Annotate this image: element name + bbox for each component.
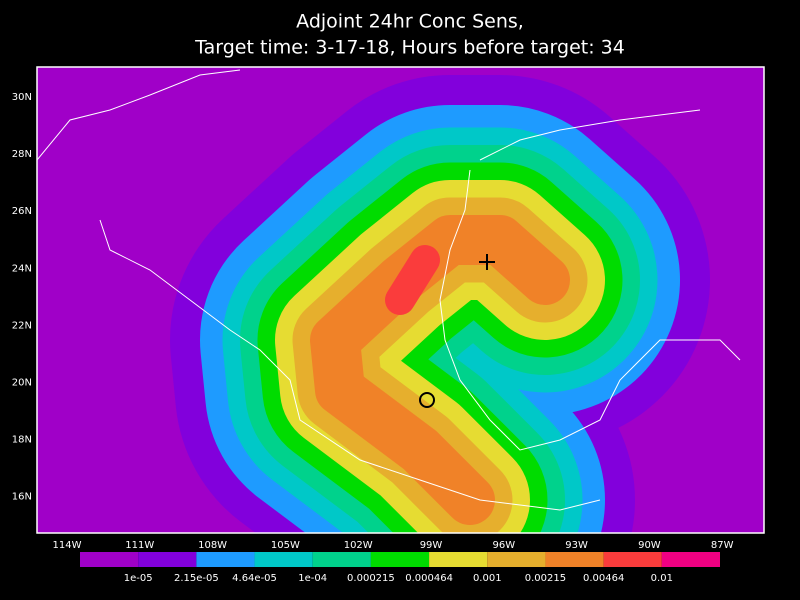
lon-label: 114W	[53, 540, 82, 551]
colorbar-label: 1e-05	[124, 573, 153, 584]
lat-label: 20N	[12, 378, 32, 389]
contour-band	[310, 215, 570, 525]
colorbar-box	[429, 552, 488, 567]
colorbar-label: 0.01	[651, 573, 673, 584]
colorbar-box	[312, 552, 371, 567]
target-marker	[479, 254, 495, 270]
lon-label: 108W	[198, 540, 227, 551]
lat-label: 24N	[12, 263, 32, 274]
lat-label: 16N	[12, 492, 32, 503]
coastline	[479, 109, 701, 161]
coastline	[439, 169, 741, 451]
map-frame	[36, 66, 765, 534]
lat-label: 26N	[12, 206, 32, 217]
lat-label: 28N	[12, 149, 32, 160]
colorbar-label: 0.000215	[347, 573, 395, 584]
colorbar-box	[661, 552, 720, 567]
lon-label: 87W	[711, 540, 734, 551]
colorbar-label: 2.15e-05	[174, 573, 219, 584]
colorbar-box	[80, 552, 139, 567]
colorbar-label: 1e-04	[298, 573, 327, 584]
source-marker	[419, 392, 435, 408]
colorbar-box	[487, 552, 546, 567]
colorbar-label: 0.00215	[525, 573, 566, 584]
lat-label: 22N	[12, 320, 32, 331]
coastlines	[37, 69, 741, 511]
colorbar-box	[254, 552, 313, 567]
coastline	[99, 219, 601, 511]
lat-label: 30N	[12, 92, 32, 103]
colorbar-box	[370, 552, 430, 567]
lon-label: 105W	[271, 540, 300, 551]
map-area	[37, 67, 764, 533]
colorbar-box	[545, 552, 604, 567]
title-line2: Target time: 3-17-18, Hours before targe…	[194, 37, 625, 59]
colorbar-label: 4.64e-05	[232, 573, 277, 584]
colorbar-box	[603, 552, 662, 567]
colorbar-box	[138, 552, 197, 567]
lon-label: 90W	[638, 540, 661, 551]
colorbar-label: 0.001	[473, 573, 502, 584]
lon-label: 102W	[344, 540, 373, 551]
title-line1: Adjoint 24hr Conc Sens,	[296, 11, 524, 33]
lon-label: 111W	[125, 540, 154, 551]
lon-label: 99W	[420, 540, 443, 551]
lon-label: 93W	[565, 540, 588, 551]
colorbar-box	[196, 552, 255, 567]
colorbar-label: 0.000464	[405, 573, 453, 584]
contour-band	[385, 245, 440, 315]
lat-label: 18N	[12, 435, 32, 446]
coastline	[37, 69, 241, 161]
lon-label: 96W	[492, 540, 515, 551]
colorbar-label: 0.00464	[583, 573, 624, 584]
